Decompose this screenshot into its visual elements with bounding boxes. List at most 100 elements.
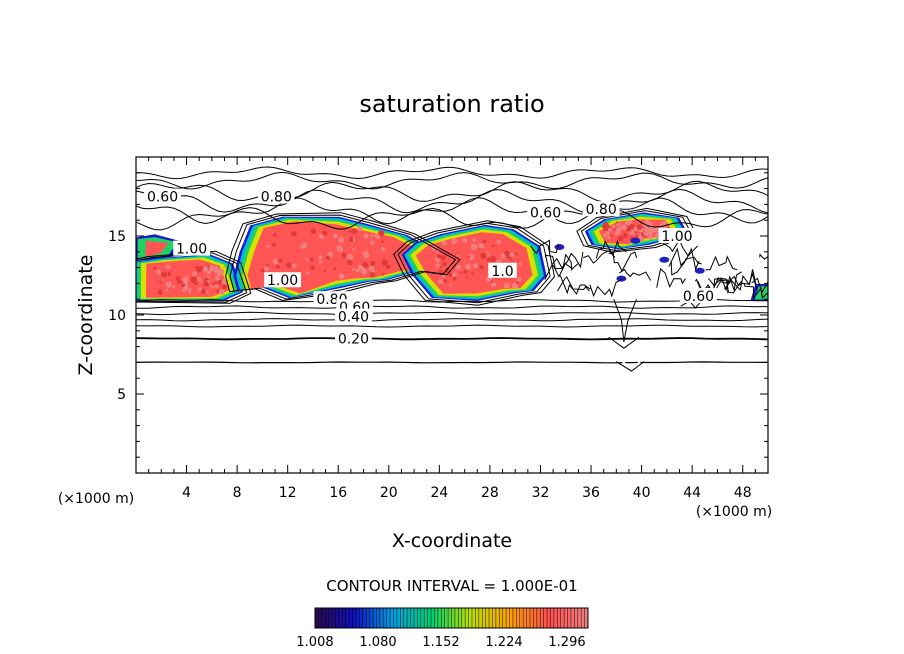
field-speckle <box>159 288 162 292</box>
field-speckle <box>467 255 470 258</box>
field-speckle <box>514 252 518 256</box>
field-speckle <box>348 255 354 260</box>
field-speckle <box>162 278 165 281</box>
field-speckle <box>351 228 358 235</box>
field-speckle <box>617 235 624 242</box>
contour-line <box>136 305 768 309</box>
field-patch <box>694 267 705 274</box>
contour-line <box>589 278 623 298</box>
colorbar-frame <box>314 607 589 629</box>
field-speckle <box>191 271 197 276</box>
field-speckle <box>182 288 186 292</box>
contour-line <box>397 222 551 304</box>
field-speckle <box>285 262 292 268</box>
field-speckle <box>436 254 441 259</box>
contour-line <box>136 197 768 225</box>
colorbar-tick-label: 1.080 <box>359 635 396 650</box>
field-speckle <box>378 230 385 237</box>
field-speckle <box>188 288 192 292</box>
field-speckle <box>200 288 206 294</box>
contour-line <box>544 253 573 271</box>
field-core-red <box>415 232 533 294</box>
field-speckle <box>482 239 487 244</box>
field-speckle <box>336 245 342 251</box>
field-speckle <box>607 235 611 240</box>
contour-line <box>608 336 640 349</box>
field-speckle <box>263 265 270 272</box>
y-axis-label: Z-coordinate <box>75 255 97 376</box>
field-speckle <box>441 240 447 246</box>
field-speckle <box>218 289 225 295</box>
field-speckle <box>362 261 369 268</box>
contour-line <box>608 251 638 273</box>
field-speckle <box>273 232 277 237</box>
field-speckle <box>380 240 384 244</box>
field-speckle <box>369 272 375 278</box>
field-speckle <box>190 276 197 284</box>
contour-line <box>530 239 560 255</box>
field-speckle <box>370 260 376 266</box>
contour-line <box>616 361 645 372</box>
field-speckle <box>606 231 609 234</box>
field-speckle <box>165 289 169 293</box>
contour-line <box>619 268 652 281</box>
contour-line <box>136 311 768 316</box>
field-speckle <box>510 258 513 262</box>
y-tick-label: 10 <box>108 308 126 324</box>
field-speckle <box>275 264 280 269</box>
field-speckle <box>385 264 391 270</box>
field-speckle <box>381 273 385 276</box>
x-tick-label: 40 <box>633 485 651 501</box>
field-speckle <box>462 237 468 244</box>
x-tick-label: 36 <box>582 485 600 501</box>
contour-label-bg <box>488 262 517 278</box>
field-speckle <box>207 270 211 275</box>
field-speckle <box>219 268 225 274</box>
contour-line <box>136 324 768 328</box>
field-speckle <box>352 267 355 271</box>
contour-line <box>576 207 695 253</box>
contour-line <box>743 283 768 300</box>
field-speckle <box>291 230 297 237</box>
field-speckle <box>272 258 279 265</box>
contour-line <box>759 253 768 260</box>
contour-line <box>136 166 768 180</box>
contour-line <box>613 299 637 342</box>
field-speckle <box>478 242 485 249</box>
plot-frame <box>135 156 769 474</box>
field-speckle <box>471 272 474 275</box>
x-tick-label: 48 <box>734 485 752 501</box>
contour-label: 1.00 <box>176 242 207 258</box>
field-speckle <box>338 236 345 243</box>
field-speckle <box>472 237 477 242</box>
contour-label-bg <box>264 272 302 288</box>
field-speckle <box>491 244 495 248</box>
contour-labels: 0.60 0.801.001.000.800.600.400.200.60 0.80… <box>144 188 717 348</box>
field-speckle <box>202 266 209 272</box>
field-speckle <box>205 290 209 294</box>
field-speckle <box>167 273 171 277</box>
field-speckle <box>199 280 202 283</box>
contour-line <box>136 318 768 322</box>
field-speckle <box>459 271 463 274</box>
contour-line <box>751 277 768 294</box>
field-speckle <box>381 259 388 266</box>
field-speckle <box>266 263 270 267</box>
contour-line <box>136 250 252 304</box>
field-speckle <box>156 269 162 275</box>
field-speckle <box>182 283 185 286</box>
field-speckle <box>157 290 163 296</box>
field-speckle <box>439 265 443 269</box>
field-speckle <box>468 254 475 261</box>
colorbar-ticks: 1.008 1.080 1.152 1.224 1.296 <box>296 635 585 650</box>
field-speckle <box>323 269 327 273</box>
field-speckle <box>466 276 469 279</box>
field-speckle <box>333 267 337 271</box>
field-speckle <box>653 226 660 233</box>
field-speckle <box>362 250 369 257</box>
field-speckle <box>602 228 605 232</box>
contour-label: 0.60 <box>147 190 178 206</box>
field-speckle <box>318 255 323 260</box>
field-speckle <box>357 225 363 232</box>
contour-line <box>595 239 627 259</box>
